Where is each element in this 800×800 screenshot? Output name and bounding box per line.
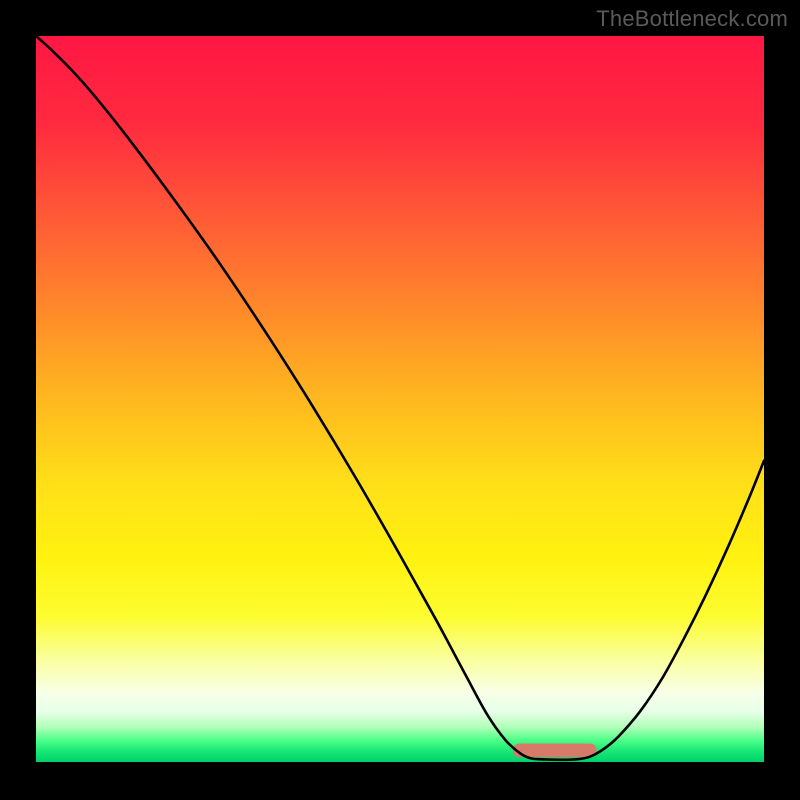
gradient-background (36, 36, 764, 762)
watermark-text: TheBottleneck.com (596, 6, 788, 32)
chart-container: TheBottleneck.com (0, 0, 800, 800)
plot-area (36, 36, 764, 762)
bottleneck-curve-chart (36, 36, 764, 762)
